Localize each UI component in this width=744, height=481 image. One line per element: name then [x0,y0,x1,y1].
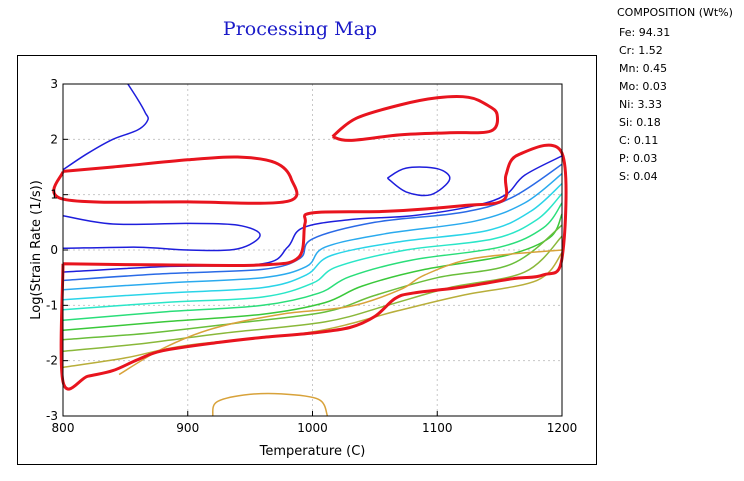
composition-item: Si: 0.18 [619,116,661,129]
contour-line [62,235,563,353]
y-tick-label: 0 [50,243,58,257]
instability-boundary-right-top [331,95,500,142]
x-tick-label: 1000 [297,421,328,435]
axis-ticks: 800 900 1000 1100 1200 3 2 1 0 -1 -2 -3 [46,77,577,435]
contour-line [62,193,563,311]
composition-item: C: 0.11 [619,134,659,147]
y-tick-label: -3 [46,409,58,423]
composition-item: Mo: 0.03 [619,80,667,93]
x-tick-label: 900 [176,421,199,435]
contour-line [62,183,563,301]
composition-item: Mn: 0.45 [619,62,668,75]
y-tick-label: 3 [50,77,58,91]
contour-line [62,252,563,369]
x-tick-label: 1200 [547,421,578,435]
composition-item: Fe: 94.31 [619,26,671,39]
composition-list: Fe: 94.31 Cr: 1.52 Mn: 0.45 Mo: 0.03 Ni: 3.3… [617,24,733,186]
x-tick-label: 800 [52,421,75,435]
instability-boundaries [52,95,568,391]
composition-panel: COMPOSITION (Wt%) Fe: 94.31 Cr: 1.52 Mn: 0… [617,6,733,186]
composition-item: S: 0.04 [619,170,658,183]
y-axis-label: Log(Strain Rate (1/s)) [29,180,44,320]
contour-line [62,202,563,322]
contour-line [62,213,563,331]
contour-line [211,392,329,417]
y-tick-label: -1 [46,298,58,312]
y-tick-label: 2 [50,132,58,146]
contour-line [386,166,451,197]
y-tick-label: -2 [46,354,58,368]
composition-item: P: 0.03 [619,152,658,165]
contour-line [62,214,261,252]
composition-item: Ni: 3.33 [619,98,662,111]
contour-lines [62,83,563,417]
composition-item: Cr: 1.52 [619,44,663,57]
x-axis-label: Temperature (C) [259,444,366,459]
instability-boundary-left-top [52,155,299,205]
contour-line [118,249,563,376]
y-tick-label: 1 [50,188,58,202]
chart-title: Processing Map [222,18,378,40]
composition-header: COMPOSITION (Wt%) [617,6,733,19]
contour-line [62,173,563,291]
chart-frame [17,55,597,465]
instability-boundary-main [59,143,568,391]
contour-line [62,163,563,282]
contour-line [62,83,149,171]
x-tick-label: 1100 [422,421,453,435]
